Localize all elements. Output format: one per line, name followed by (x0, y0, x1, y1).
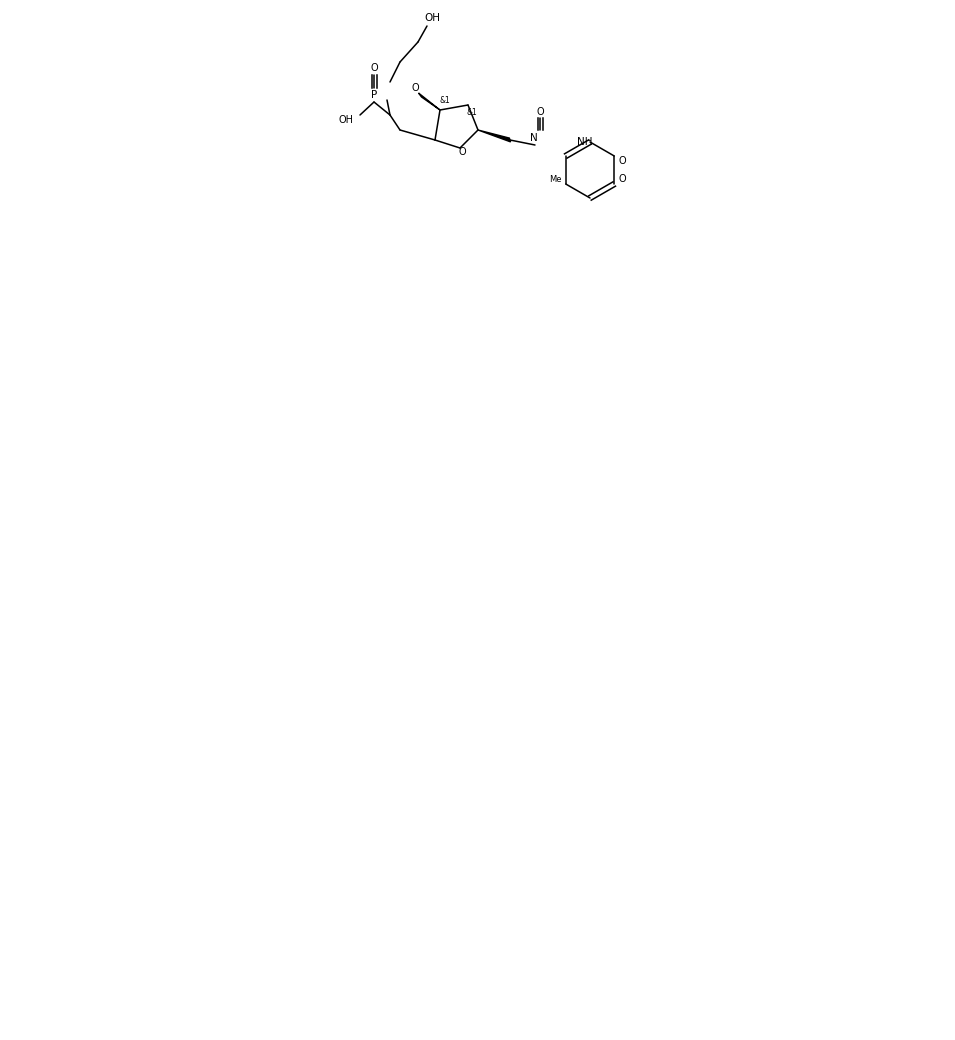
Text: OH: OH (338, 115, 353, 125)
Text: O: O (619, 174, 626, 184)
Text: &1: &1 (439, 96, 451, 104)
Text: N: N (530, 133, 538, 144)
Text: O: O (371, 63, 378, 73)
Polygon shape (478, 130, 511, 141)
Text: Me: Me (549, 175, 562, 183)
Text: P: P (371, 90, 377, 100)
Text: NH: NH (577, 137, 593, 147)
Text: O: O (412, 83, 419, 93)
Polygon shape (418, 93, 440, 110)
Text: O: O (619, 156, 626, 166)
Text: O: O (536, 107, 543, 118)
Text: O: O (458, 147, 466, 157)
Text: OH: OH (424, 12, 440, 23)
Text: &1: &1 (467, 107, 478, 116)
